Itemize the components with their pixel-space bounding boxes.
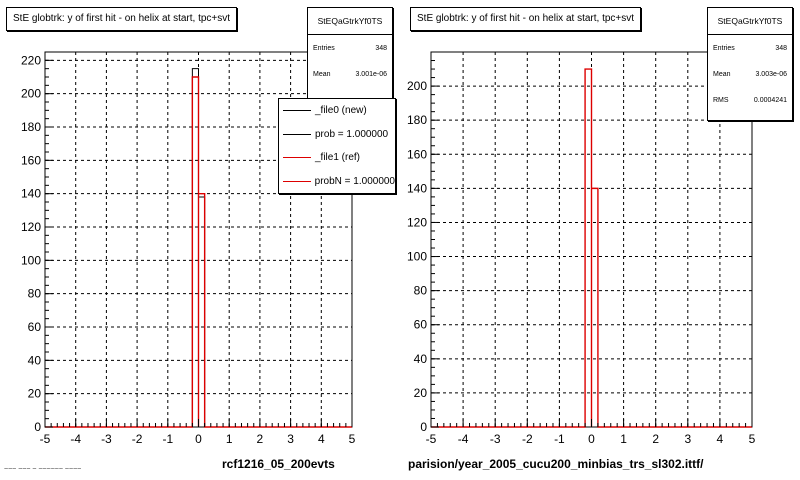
left-y-tick-label: 100 [21,253,41,267]
right-stats-entries-value: 348 [775,44,787,52]
left-y-tick-label: 40 [28,353,42,367]
right-y-tick-label: 160 [407,147,427,161]
right-x-tick-label: -2 [522,432,533,446]
left-series-1-bar [199,194,205,427]
right-y-tick-label: 200 [407,79,427,93]
right-x-tick-label: 5 [749,432,756,446]
right-x-tick-label: 1 [620,432,627,446]
legend-label-file0: _file0 (new) [315,105,367,117]
left-stats-box: StEQaGtrkYf0TS Entries 348 Mean 3.001e-0… [307,7,393,109]
right-panel: -5 -4 -3 -2 -1 0 1 2 3 4 5 0 20 40 60 80 100 120 140 160 180… [400,0,800,480]
left-x-tick-label: -2 [132,432,143,446]
left-x-tick-label: -5 [40,432,51,446]
legend-line-ref [283,157,311,159]
right-stats-rms-value: 0.0004241 [753,96,787,104]
right-series-0-bar [592,188,598,427]
left-x-tick-label: -3 [101,432,112,446]
left-stats-entries: Entries 348 [308,35,392,61]
left-y-tick-label: 0 [34,420,41,434]
left-footer-label: rcf1216_05_200evts [222,457,335,471]
legend-line-probn [283,180,311,182]
left-chart-title: StE globtrk: y of first hit - on helix a… [6,7,238,31]
right-series-0-bar [585,69,591,427]
left-stats-mean-value: 3.001e-06 [355,70,387,78]
right-series-0-line [431,68,752,428]
right-y-tick-label: 60 [414,318,428,332]
legend-line-new [283,110,311,112]
right-x-tick-label: -4 [458,432,469,446]
right-y-tick-label: 40 [414,352,428,366]
legend-entry-probn: probN = 1.000000 [279,170,395,194]
right-stats-mean-label: Mean [713,70,731,78]
right-x-tick-label: 3 [684,432,691,446]
legend-label-probn: probN = 1.000000 [314,175,395,187]
left-x-tick-label: 4 [318,432,325,446]
right-stats-rms-label: RMS [713,96,729,104]
right-stats-name: StEQaGtrkYf0TS [708,8,792,35]
right-stats-rms: RMS 0.0004241 [708,87,792,113]
legend-line-prob [283,133,311,135]
left-histogram: -5 -4 -3 -2 -1 0 1 2 3 4 5 0 20 40 60 80 100 120 140 160 180… [21,51,356,446]
left-y-tick-label: 80 [28,287,42,301]
right-y-tick-label: 120 [407,215,427,229]
right-chart-title: StE globtrk: y of first hit - on helix a… [410,7,642,31]
right-y-tick-label: 80 [414,284,428,298]
right-y-tick-label: 20 [414,386,428,400]
left-y-tick-label: 160 [21,153,41,167]
right-stats-mean: Mean 3.003e-06 [708,61,792,87]
left-y-tick-label: 200 [21,87,41,101]
right-x-tick-label: 4 [717,432,724,446]
left-small-label: ~~~ ~~~ ~ ~~~~~~ ~~~~ [4,466,82,473]
legend-entry-file1: _file1 (ref) [279,146,395,170]
right-histogram: -5 -4 -3 -2 -1 0 1 2 3 4 5 0 20 40 60 80 100 120 140 160 180… [407,51,756,446]
left-stats-mean-label: Mean [313,70,331,78]
left-stats-entries-label: Entries [313,44,335,52]
right-y-tick-label: 180 [407,113,427,127]
left-y-tick-label: 180 [21,120,41,134]
left-panel: -5 -4 -3 -2 -1 0 1 2 3 4 5 0 20 40 60 80 100 120 140 160 180… [4,7,396,473]
left-x-tick-label: -4 [70,432,81,446]
right-footer-label: parision/year_2005_cucu200_minbias_trs_s… [408,457,704,471]
left-y-tick-label: 60 [28,320,42,334]
left-stats-mean: Mean 3.001e-06 [308,61,392,87]
right-y-tick-label: 100 [407,250,427,264]
right-x-tick-label: -3 [490,432,501,446]
left-x-tick-label: 2 [257,432,264,446]
left-y-tick-label: 220 [21,53,41,67]
left-series-0-bar [192,69,198,427]
right-stats-entries: Entries 348 [708,35,792,61]
left-y-tick-label: 140 [21,187,41,201]
right-x-tick-label: -1 [554,432,565,446]
left-legend: _file0 (new) prob = 1.000000 _file1 (ref… [278,98,396,194]
right-stats-entries-label: Entries [713,44,735,52]
left-y-tick-label: 20 [28,387,42,401]
left-series-1-bar [192,77,198,427]
left-y-tick-label: 120 [21,220,41,234]
right-y-tick-label: 0 [420,420,427,434]
left-series-0-bar [199,197,205,427]
right-stats-box: StEQaGtrkYf0TS Entries 348 Mean 3.003e-0… [707,7,793,121]
legend-label-file1: _file1 (ref) [315,152,361,164]
legend-entry-file0: _file0 (new) [279,99,395,123]
left-x-tick-label: 5 [349,432,356,446]
right-x-tick-label: 0 [588,432,595,446]
right-x-tick-label: -5 [426,432,437,446]
left-stats-name: StEQaGtrkYf0TS [308,8,392,35]
legend-label-prob: prob = 1.000000 [315,128,389,140]
left-stats-entries-value: 348 [375,44,387,52]
right-stats-mean-value: 3.003e-06 [755,70,787,78]
left-x-tick-label: 1 [226,432,233,446]
left-x-tick-label: 0 [195,432,202,446]
legend-entry-prob: prob = 1.000000 [279,123,395,147]
left-x-tick-label: 3 [287,432,294,446]
right-x-tick-label: 2 [652,432,659,446]
left-x-tick-label: -1 [162,432,173,446]
right-y-tick-label: 140 [407,181,427,195]
